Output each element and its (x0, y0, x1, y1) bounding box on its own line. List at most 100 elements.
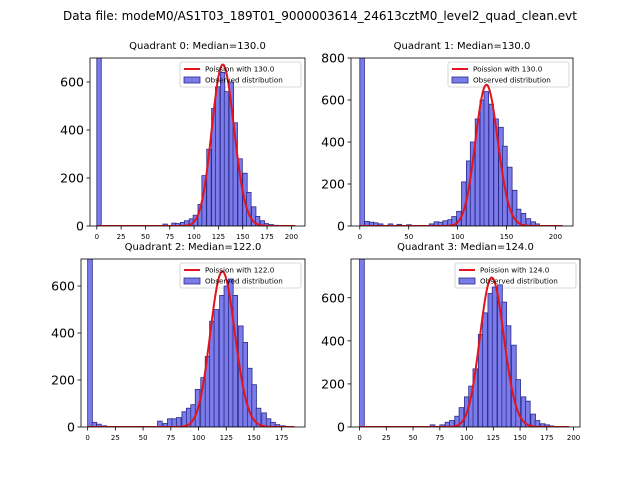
histogram-bar (167, 418, 173, 427)
x-tick-label: 25 (117, 233, 126, 241)
x-tick-label: 0 (95, 233, 99, 241)
histogram-bar (429, 424, 436, 427)
x-tick-label: 100 (187, 233, 200, 241)
legend-box (179, 61, 302, 88)
panel-title: Quadrant 2: Median=122.0 (125, 242, 262, 253)
histogram-bars (87, 259, 286, 427)
histogram-bar (213, 309, 220, 427)
panel-title: Quadrant 1: Median=130.0 (394, 41, 531, 52)
legend-observed-swatch (458, 277, 476, 285)
y-tick-label: 0 (76, 219, 84, 234)
axes-frame (350, 258, 581, 428)
histogram-bars (96, 58, 279, 226)
y-tick-label: 400 (51, 326, 75, 341)
x-tick-label: 100 (451, 233, 464, 241)
y-tick-label: 600 (60, 75, 84, 90)
histogram-bar (507, 166, 513, 226)
legend-observed-swatch (183, 277, 201, 285)
histogram-bar (181, 411, 188, 427)
x-tick-label: 150 (236, 233, 249, 241)
histogram-bar (183, 220, 190, 226)
y-tick-label: 200 (321, 376, 345, 391)
legend-observed-swatch (183, 76, 201, 84)
panel-quadrant-2: Quadrant 2: Median=122.0 0 200 400 600 0 25 50… (51, 242, 306, 442)
histogram-bar (439, 424, 445, 427)
x-tick-label: 0 (85, 434, 89, 442)
panel-title: Quadrant 3: Median=124.0 (397, 242, 534, 253)
poisson-curve (96, 63, 296, 226)
legend-poisson-label: Poission with 130.0 (473, 65, 543, 74)
histogram-bar (232, 122, 238, 226)
histogram-bar (87, 259, 93, 427)
x-tick-label: 50 (139, 434, 148, 442)
axes-frame (80, 258, 306, 428)
x-tick-label: 200 (567, 434, 580, 442)
x-tick-label: 125 (487, 434, 500, 442)
legend-observed-swatch (451, 76, 469, 84)
x-tick-label: 0 (358, 233, 362, 241)
histogram-bar (223, 91, 230, 226)
histogram-bar (175, 223, 181, 226)
histogram-bar (274, 424, 281, 427)
histogram-bar (511, 189, 518, 226)
histogram-bars (359, 58, 540, 226)
histogram-bars (359, 259, 555, 427)
legend-observed-label: Observed distribution (480, 277, 558, 286)
y-tick-label: 400 (321, 135, 345, 150)
poisson-curve (359, 276, 570, 427)
x-tick-label: 175 (275, 434, 288, 442)
panel-quadrant-3: Quadrant 3: Median=124.0 0 200 400 600 0 25 50… (321, 242, 581, 442)
x-tick-label: 125 (220, 434, 233, 442)
histogram-bar (491, 286, 498, 427)
y-tick-label: 400 (60, 123, 84, 138)
panel-quadrant-1: Quadrant 1: Median=130.0 0 200 400 600 800 0 5… (321, 41, 574, 241)
legend-observed-label: Observed distribution (205, 277, 283, 286)
legend-poisson-label: Poission with 130.0 (205, 65, 275, 74)
x-tick-label: 200 (285, 233, 298, 241)
x-tick-label: 100 (192, 434, 205, 442)
histogram-bar (488, 103, 494, 226)
histogram-bar (175, 417, 182, 427)
y-tick-label: 200 (60, 171, 84, 186)
histogram-bar (359, 58, 365, 226)
legend-box (447, 61, 570, 88)
x-tick-label: 75 (165, 233, 174, 241)
y-tick-label: 600 (321, 290, 345, 305)
histogram-bar (96, 423, 102, 427)
x-tick-label: 150 (247, 434, 260, 442)
histogram-bar (223, 285, 230, 427)
x-tick-label: 175 (260, 233, 273, 241)
x-tick-label: 75 (166, 434, 175, 442)
x-tick-label: 25 (111, 434, 120, 442)
x-tick-label: 25 (382, 434, 391, 442)
x-tick-label: 50 (141, 233, 150, 241)
histogram-bar (483, 91, 490, 226)
y-tick-label: 200 (321, 177, 345, 192)
x-tick-label: 175 (540, 434, 553, 442)
legend-poisson-label: Poission with 124.0 (480, 266, 550, 275)
histogram-bar (515, 379, 521, 427)
panel-quadrant-0: Quadrant 0: Median=130.0 0 200 400 600 0 25 50… (60, 41, 306, 241)
y-tick-label: 800 (321, 51, 345, 66)
x-tick-label: 75 (435, 434, 444, 442)
x-tick-label: 150 (513, 434, 526, 442)
axes-frame (89, 57, 306, 227)
poisson-curve (87, 270, 295, 427)
figure-suptitle: Data file: modeM0/AS1T03_189T01_90000036… (63, 9, 577, 23)
x-tick-label: 0 (357, 434, 361, 442)
histogram-bar (482, 312, 488, 427)
x-tick-label: 50 (404, 233, 413, 241)
histogram-bar (246, 367, 253, 427)
histogram-bar (96, 58, 102, 226)
histogram-bar (251, 384, 257, 427)
y-tick-label: 0 (337, 219, 345, 234)
y-tick-label: 600 (51, 279, 75, 294)
y-tick-label: 0 (337, 420, 345, 435)
y-tick-label: 400 (321, 333, 345, 348)
histogram-bar (232, 295, 239, 427)
x-tick-label: 200 (549, 233, 562, 241)
legend-poisson-label: Poission with 122.0 (205, 266, 275, 275)
legend-observed-label: Observed distribution (473, 76, 551, 85)
legend-box (454, 262, 577, 289)
x-tick-label: 150 (500, 233, 513, 241)
